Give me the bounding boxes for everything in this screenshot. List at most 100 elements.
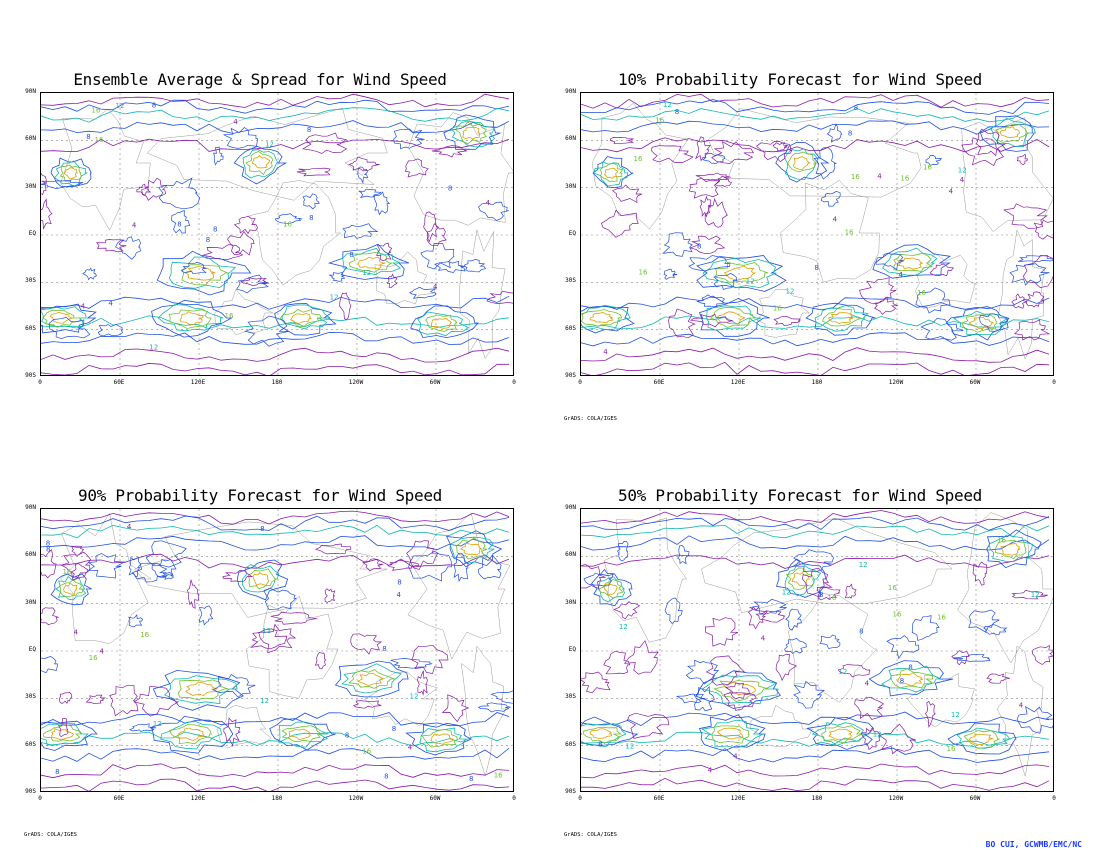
- coastline: [780, 179, 880, 283]
- contour-line: [289, 313, 312, 325]
- contour-line: [156, 250, 252, 296]
- contour-line: [386, 273, 398, 289]
- contour-value-label: 12: [951, 711, 960, 719]
- contour-line: [41, 720, 98, 751]
- coastline: [961, 117, 1053, 232]
- contour-value-label: 4: [397, 591, 402, 599]
- contour-value-label: 4: [603, 348, 608, 356]
- coastline: [363, 671, 439, 727]
- contour-line: [281, 304, 332, 330]
- contour-line: [592, 156, 634, 189]
- contour-value-label: 16: [634, 155, 643, 163]
- contour-line: [591, 573, 633, 607]
- longitude-tick-label: 0: [1052, 795, 1056, 802]
- coastline: [915, 252, 976, 309]
- longitude-tick-label: 60W: [969, 379, 981, 386]
- contour-line: [41, 763, 510, 779]
- contour-line: [434, 260, 466, 273]
- contour-value-label: 8: [859, 628, 863, 636]
- contour-line: [886, 635, 920, 660]
- contour-line: [42, 309, 81, 328]
- contour-line: [408, 550, 452, 582]
- contour-line: [995, 123, 1031, 143]
- contour-value-label: 8: [382, 645, 386, 653]
- contour-line: [844, 583, 857, 599]
- contour-line: [961, 314, 998, 333]
- contour-line: [1003, 203, 1049, 230]
- contour-line: [816, 587, 841, 601]
- contour-value-label: 4: [81, 303, 86, 311]
- contour-line: [41, 99, 510, 114]
- contour-line: [41, 747, 510, 762]
- map-panel: 50% Probability Forecast for Wind Speed 1…: [540, 486, 1060, 838]
- contour-value-label: 12: [330, 294, 339, 302]
- contour-line: [716, 311, 746, 325]
- contour-line: [723, 265, 757, 281]
- latitude-tick-label: 90N: [565, 88, 576, 95]
- contour-value-label: 16: [997, 536, 1006, 544]
- longitude-tick-label: 120E: [730, 795, 746, 802]
- contour-line: [811, 722, 866, 746]
- contour-line: [699, 195, 712, 218]
- coastline: [756, 289, 811, 338]
- contour-value-label: 8: [819, 591, 823, 599]
- contour-value-label: 12: [116, 102, 125, 110]
- contour-value-label: 8: [46, 539, 50, 547]
- contour-line: [328, 271, 346, 282]
- contour-value-label: 8: [697, 243, 701, 251]
- contour-line: [41, 510, 510, 525]
- contour-line: [600, 209, 639, 238]
- contour-line: [994, 539, 1027, 560]
- contour-line: [314, 543, 352, 555]
- contour-line: [1016, 705, 1053, 734]
- contour-line: [55, 575, 87, 601]
- contour-line: [348, 669, 395, 689]
- map-panel: Ensemble Average & Spread for Wind Speed…: [0, 70, 520, 400]
- coastline: [458, 229, 506, 359]
- latitude-tick-label: EQ: [28, 230, 36, 237]
- contour-line: [446, 530, 502, 568]
- latitude-tick-label: 30N: [565, 598, 576, 606]
- contour-line: [41, 549, 57, 579]
- contour-line: [787, 151, 818, 173]
- contour-line: [70, 563, 88, 579]
- contour-line: [723, 692, 757, 711]
- contour-line: [460, 542, 483, 556]
- longitude-tick-label: 0: [578, 379, 582, 386]
- coastline: [408, 112, 513, 226]
- contour-value-label: 12: [838, 668, 847, 676]
- contour-line: [314, 651, 327, 670]
- contour-line: [986, 529, 1042, 569]
- contour-line: [463, 258, 487, 273]
- contour-line: [879, 723, 917, 755]
- contour-line: [213, 146, 224, 166]
- contour-line: [775, 141, 830, 183]
- contour-line: [179, 311, 205, 326]
- contour-line: [1000, 543, 1021, 556]
- contour-line: [784, 148, 818, 181]
- contour-line: [599, 162, 624, 182]
- contour-value-label: 8: [814, 264, 818, 272]
- contour-line: [48, 317, 91, 339]
- contour-line: [41, 138, 510, 153]
- contour-line: [581, 671, 611, 694]
- contour-line: [813, 146, 838, 180]
- contour-line: [784, 637, 807, 654]
- contour-line: [241, 564, 280, 593]
- latitude-tick-label: 30N: [25, 598, 36, 606]
- contour-line: [41, 712, 510, 727]
- contour-value-label: 12: [265, 140, 274, 148]
- contour-line: [278, 721, 329, 748]
- contour-value-label: 16: [140, 631, 149, 639]
- contour-line: [702, 153, 726, 164]
- contour-line: [581, 305, 631, 331]
- coastline: [146, 107, 388, 201]
- contour-line: [161, 572, 175, 581]
- coastline: [216, 704, 272, 749]
- contour-line: [348, 252, 394, 273]
- contour-line: [581, 716, 639, 746]
- contour-value-label: 4: [74, 629, 79, 637]
- contour-line: [63, 167, 78, 180]
- contour-line: [1009, 263, 1050, 286]
